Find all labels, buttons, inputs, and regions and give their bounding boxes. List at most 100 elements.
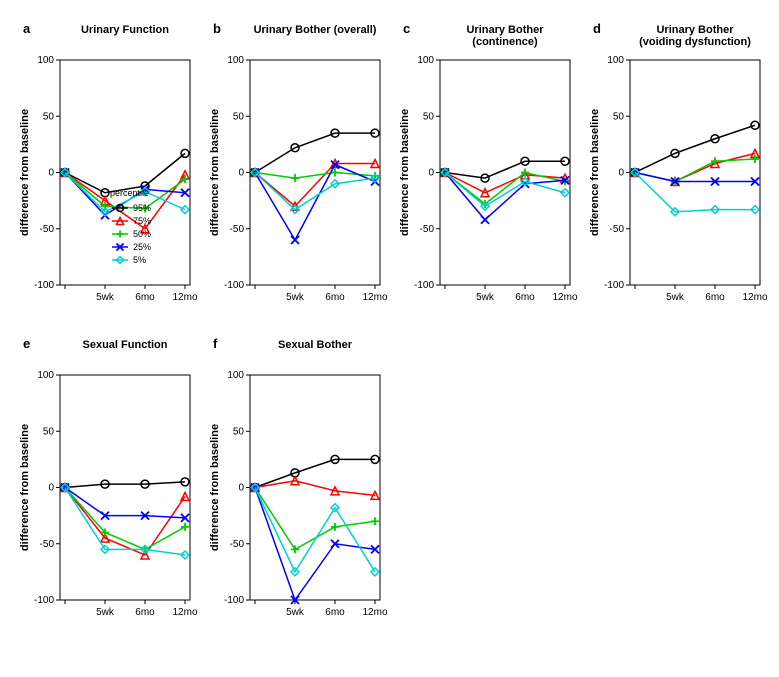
xtick-label: 5wk xyxy=(476,292,495,303)
grid-cell: dUrinary Bother(voiding dysfunction)-100… xyxy=(585,15,770,325)
series-line xyxy=(65,488,185,556)
panel-title: (voiding dysfunction) xyxy=(639,36,751,48)
ytick-label: 0 xyxy=(48,168,54,179)
ytick-label: -50 xyxy=(40,224,55,235)
xtick-label: 6mo xyxy=(135,292,155,303)
ytick-label: 100 xyxy=(227,55,244,66)
xtick-label: 5wk xyxy=(286,607,305,618)
ytick-label: 50 xyxy=(233,111,245,122)
grid-cell xyxy=(585,330,770,640)
series-marker xyxy=(291,236,299,244)
grid-cell: eSexual Function-100-500501005wk6mo12mod… xyxy=(15,330,200,640)
y-axis-label: difference from baseline xyxy=(19,424,31,551)
y-axis-label: difference from baseline xyxy=(19,109,31,236)
series-line xyxy=(255,488,375,572)
chart-panel: eSexual Function-100-500501005wk6mo12mod… xyxy=(15,330,200,640)
ytick-label: 100 xyxy=(37,55,54,66)
panel-title: Urinary Bother xyxy=(466,24,544,36)
xtick-label: 5wk xyxy=(96,292,115,303)
panel-title: Urinary Bother xyxy=(656,24,734,36)
xtick-label: 12mo xyxy=(362,607,387,618)
panel-title: Sexual Bother xyxy=(278,339,353,351)
series-marker xyxy=(331,523,339,531)
xtick-label: 5wk xyxy=(96,607,115,618)
series-line xyxy=(445,173,565,220)
legend-label: 5% xyxy=(133,255,146,265)
panel-title: Urinary Bother (overall) xyxy=(254,24,377,36)
panel-letter: e xyxy=(23,336,30,351)
ytick-label: -100 xyxy=(414,280,434,291)
series-line xyxy=(255,164,375,207)
ytick-label: 0 xyxy=(428,168,434,179)
legend-label: 25% xyxy=(133,242,151,252)
panel-title: Urinary Function xyxy=(81,24,169,36)
series-line xyxy=(635,159,755,182)
ytick-label: 100 xyxy=(227,370,244,381)
xtick-label: 6mo xyxy=(135,607,155,618)
ytick-label: -50 xyxy=(610,224,625,235)
series-line xyxy=(65,482,185,488)
ytick-label: 0 xyxy=(238,168,244,179)
grid-cell xyxy=(395,330,580,640)
chart-panel: fSexual Bother-100-500501005wk6mo12modif… xyxy=(205,330,390,640)
series-marker xyxy=(181,523,189,531)
xtick-label: 5wk xyxy=(286,292,305,303)
series-marker xyxy=(371,517,379,525)
series-marker xyxy=(291,545,299,553)
xtick-label: 5wk xyxy=(666,292,685,303)
ytick-label: -50 xyxy=(40,539,55,550)
legend-label: 95% xyxy=(133,203,151,213)
grid-cell: c Urinary Bother(continence) -100 -50 0 50 100… xyxy=(395,15,580,325)
grid-cell: bUrinary Bother (overall)-100-500501005w… xyxy=(205,15,390,325)
xtick-label: 6mo xyxy=(705,292,725,303)
panel-letter: c xyxy=(403,21,410,36)
series-line xyxy=(255,133,375,172)
grid-cell: fSexual Bother-100-500501005wk6mo12modif… xyxy=(205,330,390,640)
panel-letter: b xyxy=(213,21,221,36)
legend-label: 50% xyxy=(133,229,151,239)
ytick-label: 100 xyxy=(417,55,434,66)
chart-panel: a Urinary Function -100 -50 0 50 100 5wk 6mo 12mo… xyxy=(15,15,200,325)
series-line xyxy=(65,488,185,550)
series-line xyxy=(255,459,375,487)
series-line xyxy=(65,488,185,556)
y-axis-label: difference from baseline xyxy=(399,109,411,236)
xtick-label: 12mo xyxy=(362,292,387,303)
ytick-label: 0 xyxy=(238,483,244,494)
xtick-label: 12mo xyxy=(172,292,197,303)
series-line xyxy=(445,161,565,178)
ytick-label: 50 xyxy=(43,111,55,122)
ytick-label: -50 xyxy=(420,224,435,235)
xtick-label: 12mo xyxy=(552,292,577,303)
ytick-label: 50 xyxy=(43,426,55,437)
ytick-label: 0 xyxy=(618,168,624,179)
panel-title: Sexual Function xyxy=(83,339,168,351)
panel-letter: a xyxy=(23,21,31,36)
panel-letter: f xyxy=(213,336,218,351)
panel-letter: d xyxy=(593,21,601,36)
chart-panel: c Urinary Bother(continence) -100 -50 0 50 100… xyxy=(395,15,580,325)
panel-title: (continence) xyxy=(472,36,538,48)
legend-label: 75% xyxy=(133,216,151,226)
chart-panel: bUrinary Bother (overall)-100-500501005w… xyxy=(205,15,390,325)
xtick-label: 6mo xyxy=(325,292,345,303)
series-marker xyxy=(481,216,489,224)
legend-title: percentile xyxy=(110,188,149,198)
ytick-label: -50 xyxy=(230,539,245,550)
y-axis-label: difference from baseline xyxy=(209,109,221,236)
series-line xyxy=(635,173,755,182)
ytick-label: 50 xyxy=(423,111,435,122)
ytick-label: 50 xyxy=(613,111,625,122)
ytick-label: -50 xyxy=(230,224,245,235)
series-line xyxy=(635,173,755,212)
y-axis-label: difference from baseline xyxy=(209,424,221,551)
ytick-label: -100 xyxy=(34,280,54,291)
xtick-label: 12mo xyxy=(742,292,767,303)
series-line xyxy=(65,488,185,518)
ytick-label: 0 xyxy=(48,483,54,494)
ytick-label: 100 xyxy=(37,370,54,381)
xtick-label: 12mo xyxy=(172,607,197,618)
ytick-label: -100 xyxy=(224,595,244,606)
ytick-label: 100 xyxy=(607,55,624,66)
grid-cell: a Urinary Function -100 -50 0 50 100 5wk 6mo 12mo… xyxy=(15,15,200,325)
